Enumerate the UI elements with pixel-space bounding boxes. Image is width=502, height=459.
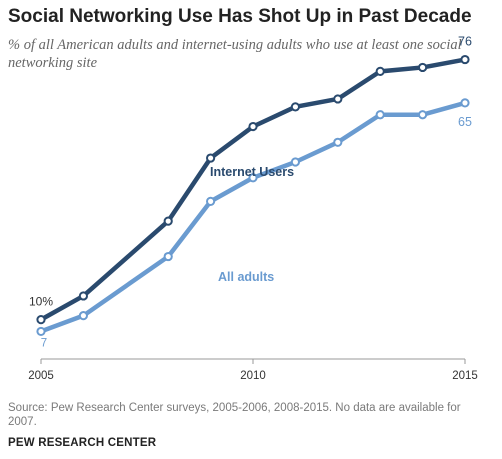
internet-users-point — [78, 291, 89, 301]
chart-title: Social Networking Use Has Shot Up in Pas… — [8, 6, 472, 27]
internet-users-point — [206, 153, 216, 163]
all-adults-point — [206, 196, 216, 206]
chart-subtitle: % of all American adults and internet-us… — [8, 37, 462, 71]
internet-users-point — [163, 216, 173, 226]
internet-users-point — [460, 54, 470, 65]
internet-users-point — [290, 102, 300, 112]
all-adults-first-data-label: 7 — [41, 337, 47, 349]
all-adults-point — [290, 157, 300, 167]
internet-users-point — [248, 121, 258, 132]
x-tick-label: 2015 — [452, 370, 478, 382]
internet-users-first-data-label: 10% — [29, 295, 53, 309]
internet-users-point — [36, 315, 46, 325]
x-tick-label: 2010 — [240, 370, 266, 382]
source-note: Source: Pew Research Center surveys, 200… — [8, 402, 461, 428]
internet-users-series-label: Internet Users — [210, 165, 294, 179]
all-adults-point — [163, 251, 173, 262]
all-adults-point — [333, 137, 343, 147]
internet-users-point — [333, 94, 343, 104]
all-adults-point — [78, 311, 89, 321]
internet-users-line — [38, 57, 468, 322]
internet-users-point — [375, 66, 385, 76]
all-adults-last-data-label: 65 — [458, 115, 472, 129]
all-adults-point — [36, 326, 46, 337]
organization-credit: PEW RESEARCH CENTER — [8, 437, 157, 449]
all-adults-point — [375, 110, 385, 120]
all-adults-point — [460, 98, 470, 108]
internet-users-point — [418, 62, 428, 73]
all-adults-line — [38, 100, 468, 334]
all-adults-series-label: All adults — [218, 270, 274, 284]
x-tick-label: 2005 — [28, 370, 54, 382]
all-adults-point — [248, 173, 258, 183]
internet-users-last-data-label: 76 — [458, 35, 472, 49]
all-adults-point — [418, 110, 428, 120]
